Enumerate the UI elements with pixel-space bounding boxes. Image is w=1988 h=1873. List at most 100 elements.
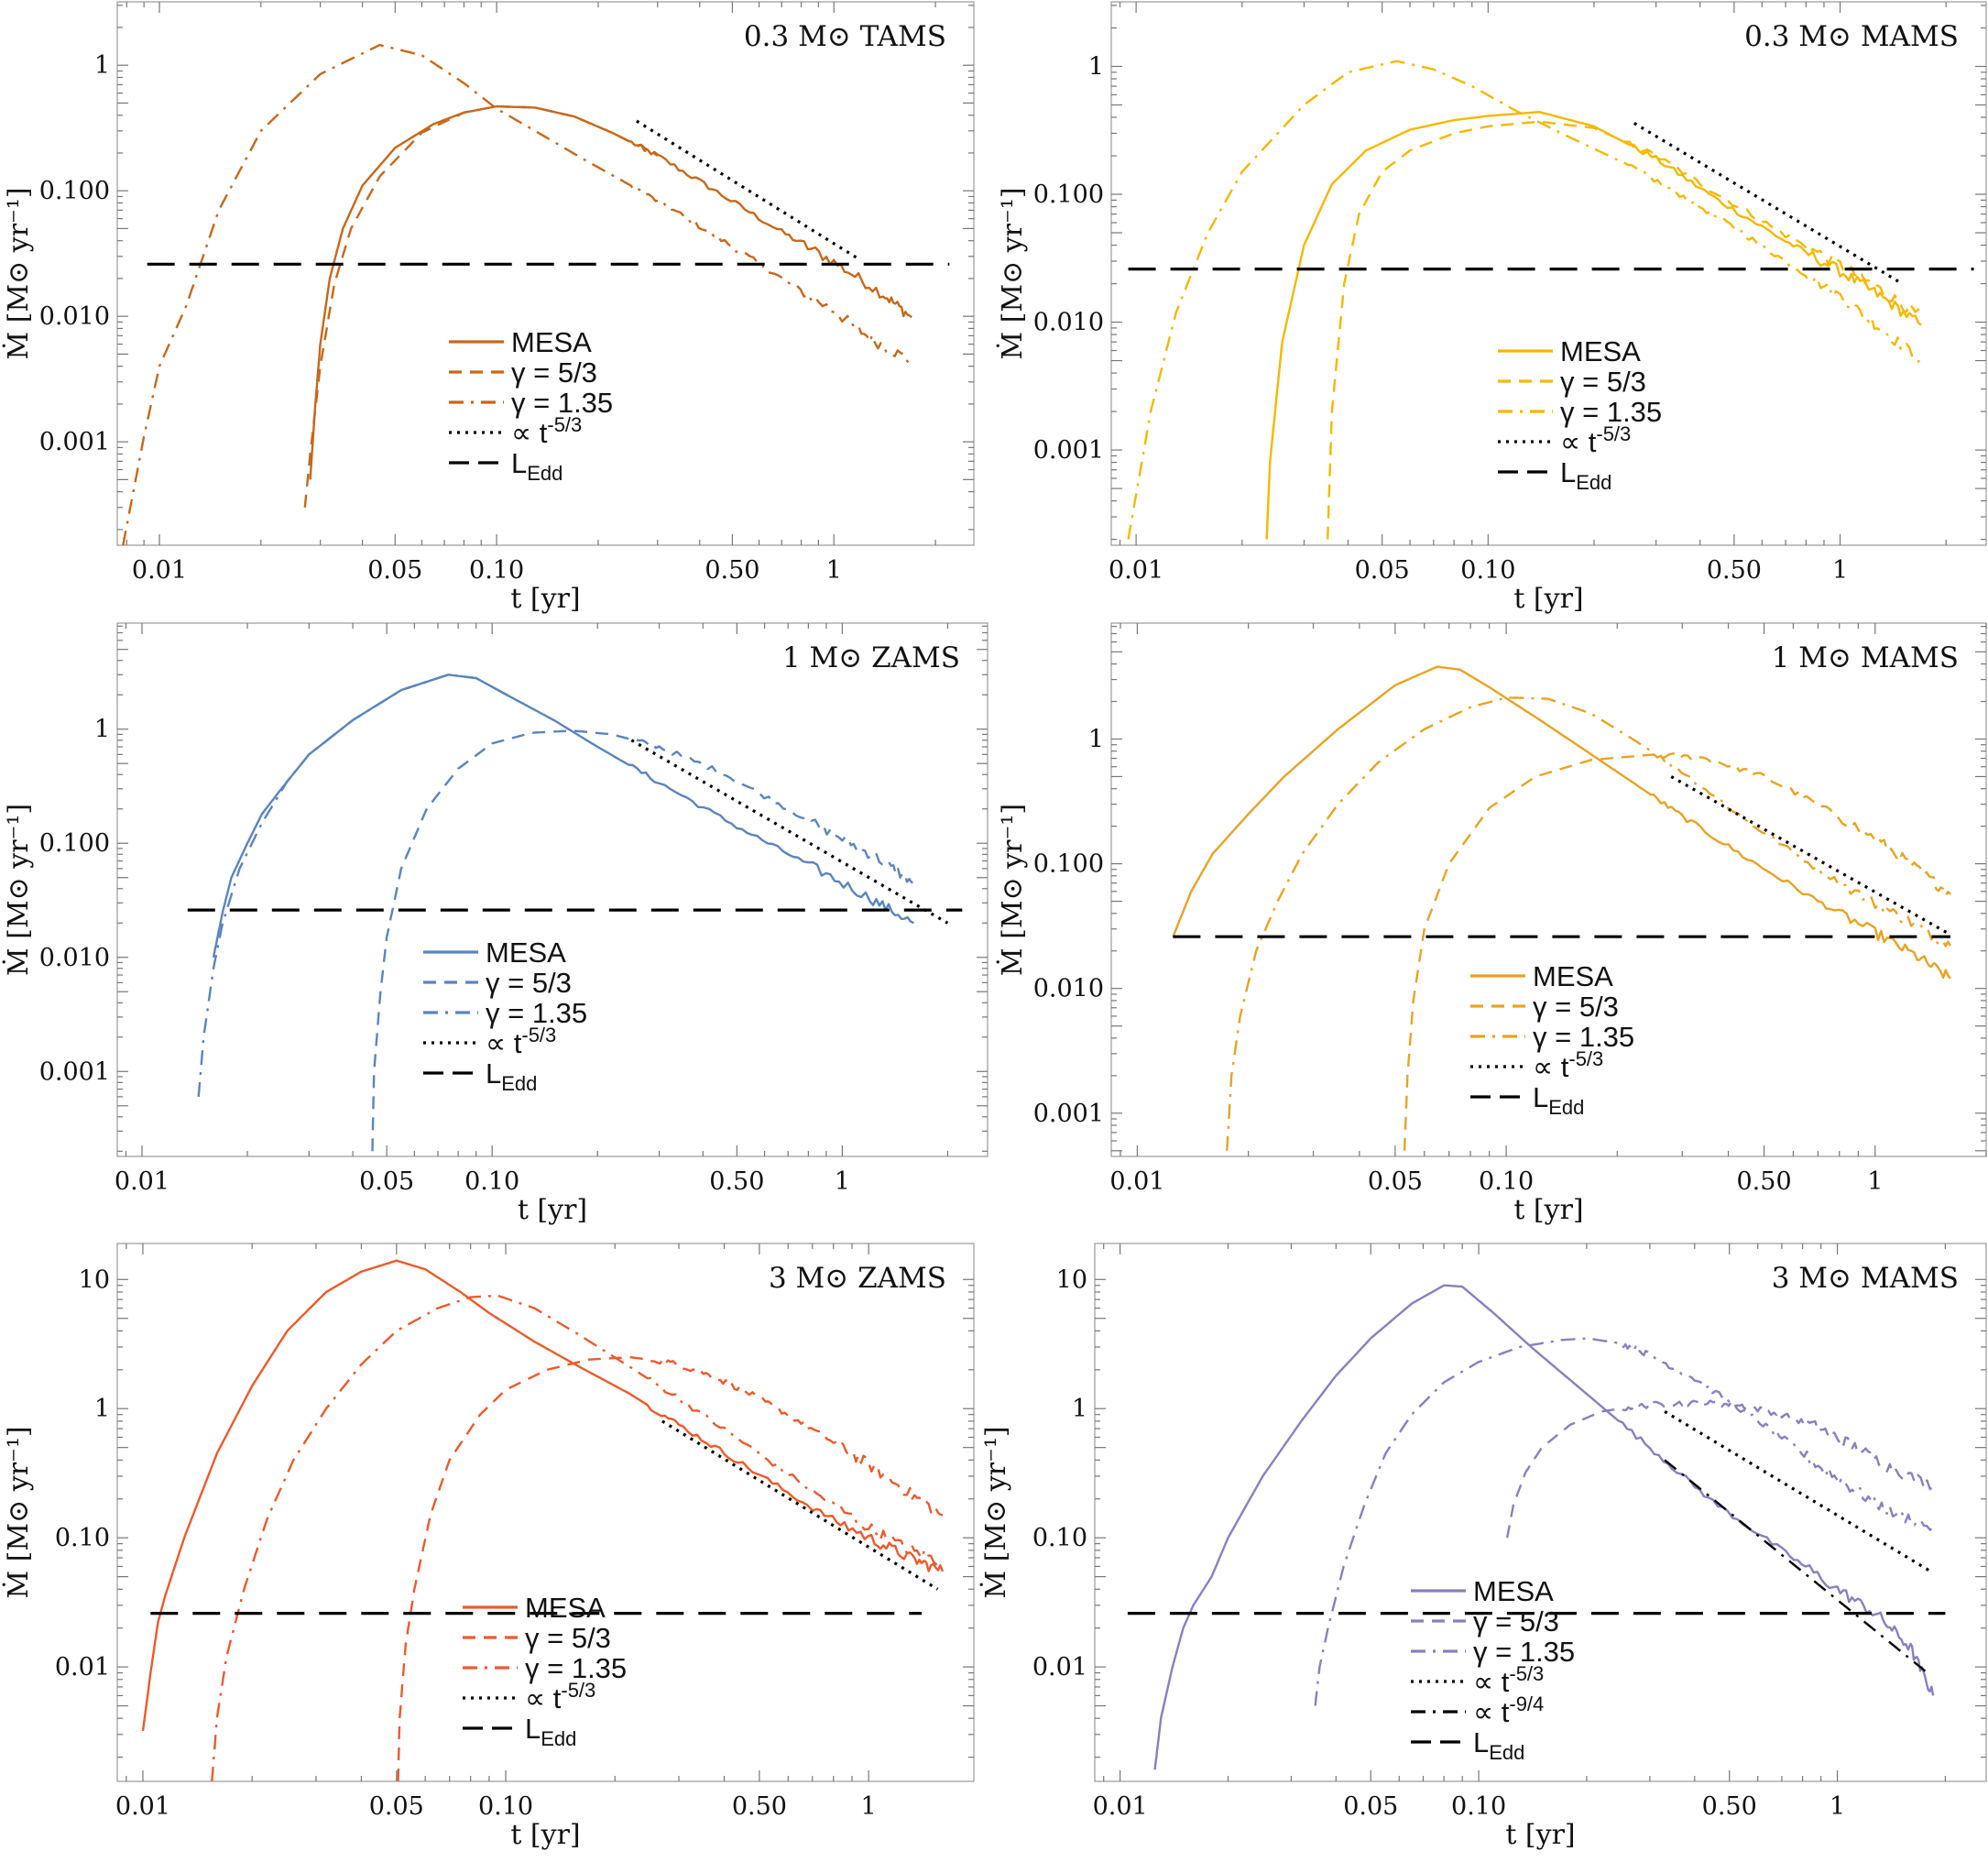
y-tick-label: 0.001 bbox=[39, 1057, 110, 1086]
legend-label: MESA bbox=[1473, 1575, 1554, 1607]
plot-frame bbox=[1110, 1, 1987, 546]
y-ticks: 0.01 0.10 1 10 bbox=[55, 1265, 974, 1758]
y-tick-label: 1 bbox=[94, 51, 110, 80]
legend-label: γ = 5/3 bbox=[1533, 991, 1619, 1023]
legend-label: LEdd bbox=[486, 1057, 537, 1095]
x-tick-label: 0.50 bbox=[1707, 556, 1762, 585]
y-tick-label: 0.100 bbox=[1033, 850, 1104, 879]
y-tick-label: 0.010 bbox=[1033, 309, 1104, 337]
y-axis-label: Ṁ [M⊙ yr⁻¹] bbox=[979, 1426, 1012, 1598]
series--t-5-3- bbox=[1633, 122, 1904, 285]
y-ticks: 0.001 0.010 0.100 1 bbox=[39, 625, 988, 1152]
series--t-5-3- bbox=[1664, 1410, 1930, 1572]
y-tick-label: 0.001 bbox=[39, 428, 110, 456]
legend-label: ∝ t-5/3 bbox=[1533, 1047, 1603, 1083]
y-tick-label: 10 bbox=[1056, 1265, 1087, 1294]
y-axis-label: Ṁ [M⊙ yr⁻¹] bbox=[996, 804, 1029, 976]
x-tick-label: 0.50 bbox=[709, 1167, 764, 1196]
legend-label: LEdd bbox=[525, 1713, 576, 1750]
legend-label: γ = 5/3 bbox=[486, 967, 572, 999]
series-group bbox=[141, 1259, 945, 1781]
legend-label: γ = 1.35 bbox=[511, 387, 613, 419]
x-tick-label: 1 bbox=[1830, 1792, 1845, 1821]
plot-frame bbox=[1110, 622, 1987, 1157]
legend-label: MESA bbox=[511, 326, 592, 358]
y-axis-label: Ṁ [M⊙ yr⁻¹] bbox=[996, 187, 1029, 359]
x-tick-label: 0.01 bbox=[115, 1167, 169, 1196]
series--5-3 bbox=[371, 729, 914, 1152]
legend-label: γ = 1.35 bbox=[1473, 1636, 1575, 1668]
series--1-35 bbox=[1226, 696, 1952, 1151]
legend-label: LEdd bbox=[1560, 456, 1611, 494]
legend-label: MESA bbox=[1560, 335, 1641, 367]
series--1-35 bbox=[211, 1294, 944, 1781]
series-mesa bbox=[1172, 665, 1951, 980]
legend-label: ∝ t-5/3 bbox=[1560, 422, 1631, 458]
x-axis-label: t [yr] bbox=[510, 583, 580, 615]
panel-2: 0.01 0.05 0.10 0.50 1 0.001 0.010 0.100 1 t [yr] Ṁ… bbox=[996, 1, 1987, 615]
series-group bbox=[187, 674, 963, 1152]
legend-label: ∝ t-5/3 bbox=[511, 413, 582, 449]
series--1-35 bbox=[1127, 60, 1922, 540]
x-tick-label: 0.10 bbox=[478, 1792, 533, 1821]
x-axis-label: t [yr] bbox=[1513, 1194, 1583, 1226]
series--5-3 bbox=[1505, 1399, 1934, 1539]
x-tick-label: 1 bbox=[1867, 1167, 1883, 1196]
x-tick-label: 0.50 bbox=[1702, 1792, 1757, 1821]
y-tick-label: 0.01 bbox=[55, 1653, 110, 1681]
x-axis-label: t [yr] bbox=[510, 1819, 580, 1851]
x-tick-label: 0.05 bbox=[1368, 1167, 1423, 1196]
x-ticks: 0.01 0.05 0.10 0.50 1 bbox=[1093, 1243, 1946, 1821]
x-tick-label: 0.05 bbox=[359, 1167, 414, 1196]
y-tick-label: 0.001 bbox=[1033, 436, 1104, 465]
y-tick-label: 0.010 bbox=[39, 944, 110, 972]
series--t-5-3- bbox=[661, 1419, 939, 1591]
x-ticks: 0.01 0.05 0.10 0.50 1 bbox=[1109, 2, 1947, 585]
legend-label: LEdd bbox=[511, 447, 563, 485]
legend-label: γ = 5/3 bbox=[511, 356, 597, 389]
y-axis-label: Ṁ [M⊙ yr⁻¹] bbox=[2, 187, 35, 359]
legend-label: ∝ t-5/3 bbox=[486, 1024, 556, 1059]
series-group bbox=[1127, 1284, 1946, 1770]
series--1-35 bbox=[122, 43, 912, 545]
y-tick-label: 1 bbox=[94, 716, 110, 744]
legend-label: ∝ t-5/3 bbox=[1473, 1662, 1544, 1698]
x-axis-label: t [yr] bbox=[518, 1194, 587, 1226]
x-ticks: 0.01 0.05 0.10 0.50 1 bbox=[1109, 623, 1987, 1196]
x-tick-label: 0.05 bbox=[1343, 1792, 1398, 1821]
panel-1: 0.01 0.05 0.10 0.50 1 0.001 0.010 0.100 1 t [yr] Ṁ… bbox=[2, 1, 975, 615]
x-tick-label: 0.05 bbox=[1355, 556, 1410, 585]
x-tick-label: 1 bbox=[861, 1792, 877, 1821]
x-axis-label: t [yr] bbox=[1505, 1819, 1575, 1851]
y-tick-label: 0.10 bbox=[55, 1524, 110, 1552]
legend-label: γ = 1.35 bbox=[1533, 1021, 1634, 1053]
panel-title: 0.3 M⊙ TAMS bbox=[744, 20, 946, 53]
panel-4: 0.01 0.05 0.10 0.50 1 0.001 0.010 0.100 1 t [yr] Ṁ… bbox=[996, 622, 1987, 1226]
series--5-3 bbox=[397, 1355, 944, 1781]
y-tick-label: 1 bbox=[1088, 725, 1104, 753]
x-ticks: 0.01 0.05 0.10 0.50 1 bbox=[115, 623, 949, 1196]
x-tick-label: 0.01 bbox=[1109, 556, 1163, 585]
y-tick-label: 0.10 bbox=[1032, 1524, 1087, 1552]
legend-label: LEdd bbox=[1473, 1726, 1524, 1764]
series--5-3 bbox=[1327, 120, 1923, 540]
x-tick-label: 0.10 bbox=[1479, 1167, 1534, 1196]
legend-label: γ = 5/3 bbox=[1560, 366, 1646, 398]
panel-5: 0.01 0.05 0.10 0.50 1 0.01 0.10 1 10 t [yr] Ṁ [M⊙ … bbox=[2, 1243, 975, 1851]
x-tick-label: 0.50 bbox=[1737, 1167, 1792, 1196]
legend-label: ∝ t-9/4 bbox=[1473, 1692, 1544, 1728]
panel-title: 1 M⊙ MAMS bbox=[1772, 641, 1959, 674]
series-mesa bbox=[1265, 111, 1922, 540]
x-tick-label: 0.10 bbox=[1460, 556, 1515, 585]
x-tick-label: 1 bbox=[835, 1167, 850, 1196]
y-tick-label: 1 bbox=[94, 1395, 110, 1423]
series--1-35 bbox=[1314, 1337, 1934, 1706]
x-axis-label: t [yr] bbox=[1513, 583, 1583, 615]
y-tick-label: 0.100 bbox=[39, 829, 110, 858]
series-group bbox=[1172, 665, 1952, 1151]
x-tick-label: 0.01 bbox=[132, 556, 187, 585]
x-tick-label: 0.50 bbox=[705, 556, 759, 585]
legend-label: ∝ t-5/3 bbox=[525, 1679, 595, 1714]
